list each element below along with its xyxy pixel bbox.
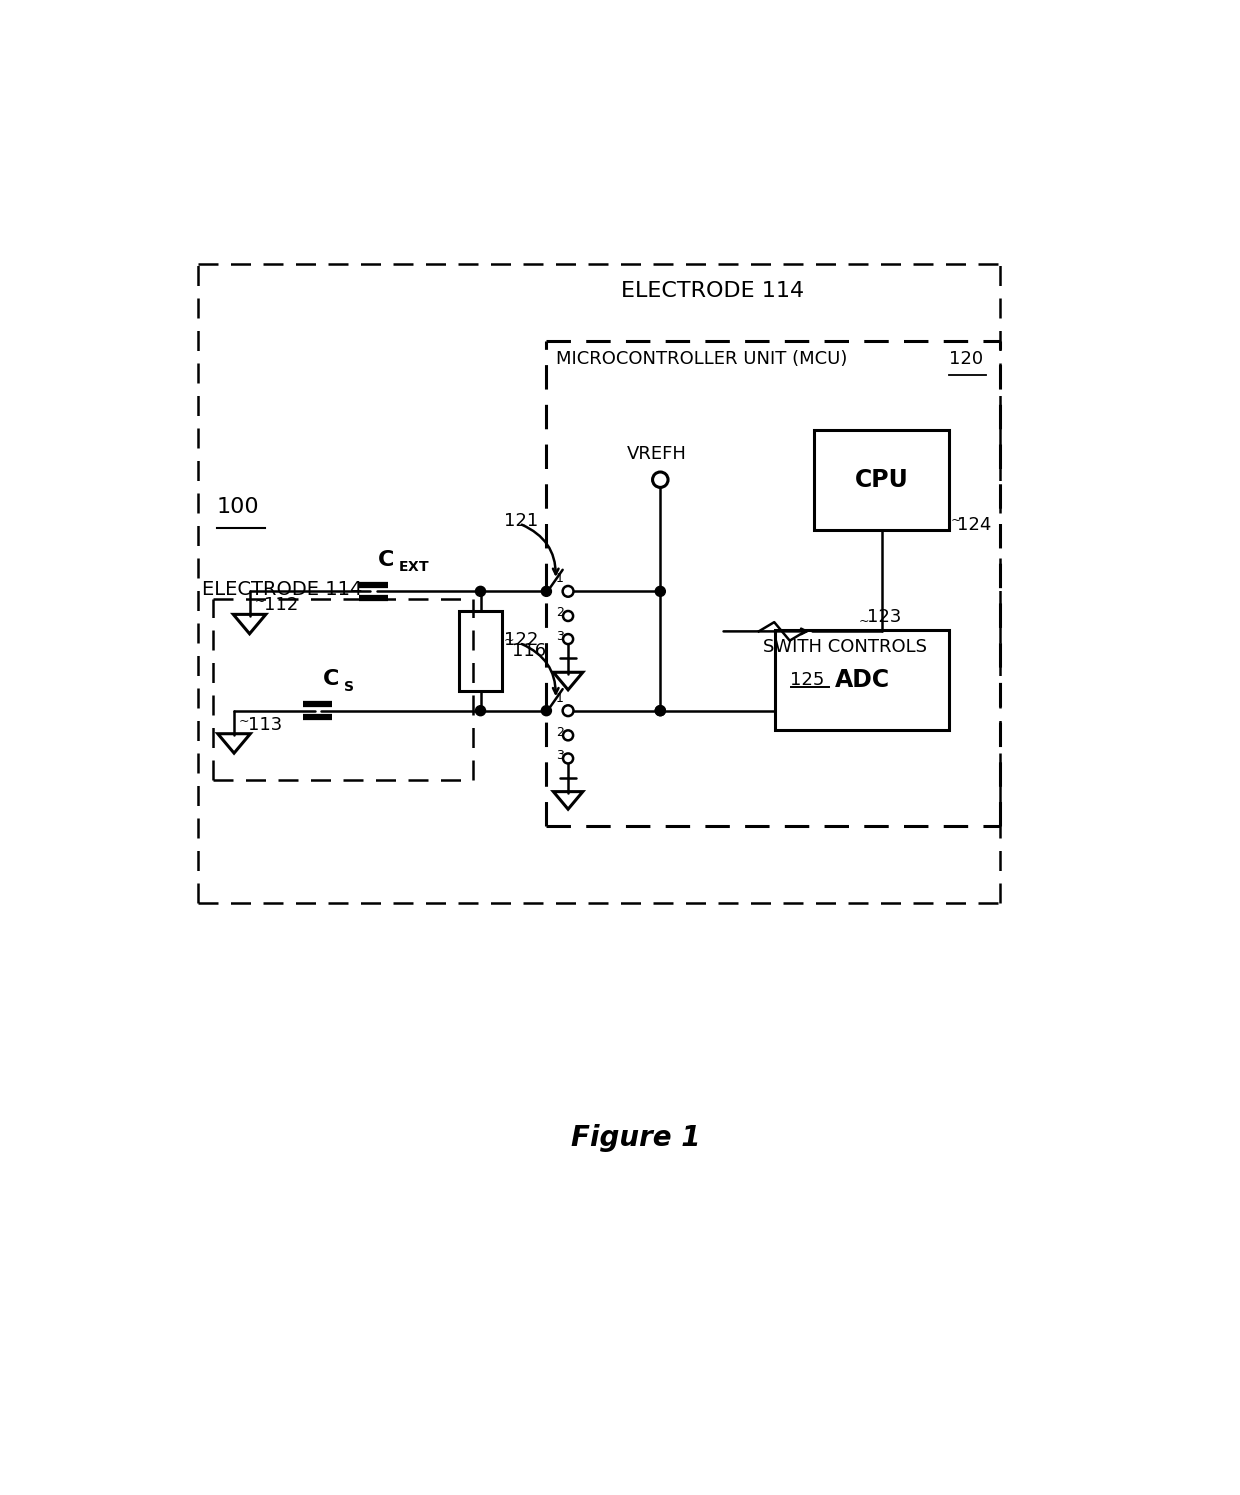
Text: 1: 1 xyxy=(556,692,563,704)
Text: ~: ~ xyxy=(503,634,515,647)
Text: 113: 113 xyxy=(248,716,283,734)
Bar xyxy=(459,611,502,692)
Circle shape xyxy=(475,706,486,716)
Circle shape xyxy=(655,586,666,597)
Text: ~: ~ xyxy=(254,595,264,608)
Circle shape xyxy=(563,634,573,644)
Text: Figure 1: Figure 1 xyxy=(570,1124,701,1153)
Text: ELECTRODE 114: ELECTRODE 114 xyxy=(201,580,362,599)
Text: ADC: ADC xyxy=(835,668,890,692)
Text: 123: 123 xyxy=(867,608,901,626)
Text: 100: 100 xyxy=(217,496,259,517)
Text: CPU: CPU xyxy=(854,468,909,492)
Text: $\mathbf{C}$: $\mathbf{C}$ xyxy=(321,670,339,689)
Text: 3: 3 xyxy=(556,749,563,762)
Circle shape xyxy=(655,706,666,716)
Text: 122: 122 xyxy=(503,631,538,649)
Text: ELECTRODE 114: ELECTRODE 114 xyxy=(621,281,805,300)
Text: MICROCONTROLLER UNIT (MCU): MICROCONTROLLER UNIT (MCU) xyxy=(556,350,853,368)
Text: ~: ~ xyxy=(951,514,961,526)
Bar xyxy=(775,629,950,730)
Text: 2: 2 xyxy=(556,725,563,739)
Text: 121: 121 xyxy=(503,511,538,529)
Circle shape xyxy=(542,586,552,597)
Text: VREFH: VREFH xyxy=(626,444,687,463)
Text: $\mathbf{S}$: $\mathbf{S}$ xyxy=(342,680,353,694)
Circle shape xyxy=(563,706,573,716)
Bar xyxy=(813,429,950,529)
Circle shape xyxy=(563,611,573,620)
Circle shape xyxy=(475,586,486,597)
Text: $\mathbf{C}$: $\mathbf{C}$ xyxy=(377,550,394,570)
Text: ~: ~ xyxy=(238,715,249,728)
Text: 120: 120 xyxy=(950,350,983,368)
Text: SWITH CONTROLS: SWITH CONTROLS xyxy=(764,637,928,655)
Text: 3: 3 xyxy=(556,629,563,643)
Circle shape xyxy=(655,706,666,716)
Text: 125: 125 xyxy=(791,671,825,689)
Circle shape xyxy=(542,706,552,716)
Text: ~: ~ xyxy=(858,616,869,628)
Circle shape xyxy=(563,586,573,597)
Text: 2: 2 xyxy=(556,607,563,619)
Text: 124: 124 xyxy=(957,516,992,534)
Circle shape xyxy=(563,731,573,740)
Circle shape xyxy=(563,753,573,764)
Circle shape xyxy=(652,472,668,487)
Text: 112: 112 xyxy=(263,597,298,614)
Text: 1: 1 xyxy=(556,573,563,585)
Text: $\mathbf{EXT}$: $\mathbf{EXT}$ xyxy=(398,561,430,574)
Text: 116: 116 xyxy=(512,643,546,661)
